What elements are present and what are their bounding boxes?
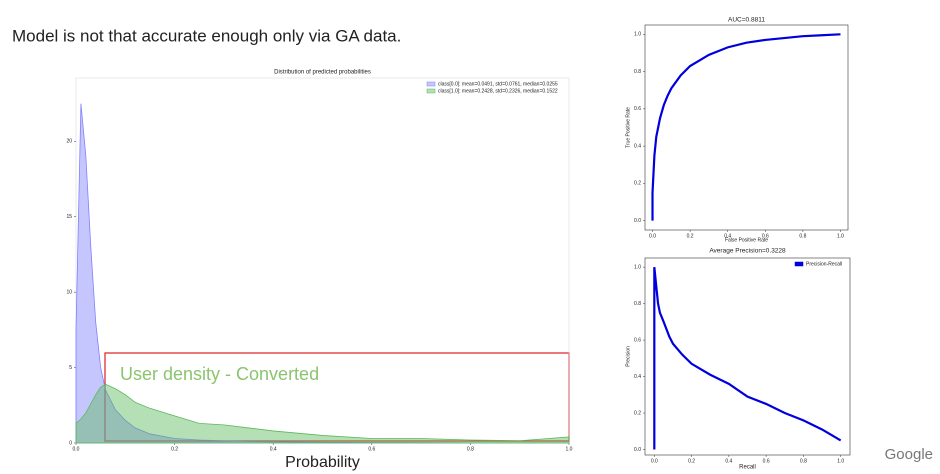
x-tick-label: 0.2: [688, 458, 695, 464]
x-tick-label: 0.8: [800, 458, 807, 464]
y-tick-label: 0: [69, 440, 72, 446]
legend-swatch: [794, 261, 804, 267]
x-tick-label: 1.0: [566, 446, 573, 452]
y-tick-label: 0.2: [634, 410, 641, 416]
plot-frame: [75, 77, 570, 444]
chart-title: Average Precision=0.3228: [709, 248, 786, 255]
y-tick-label: 15: [66, 214, 72, 220]
legend-swatch: [426, 88, 436, 94]
density-area: [75, 383, 570, 444]
x-tick-label: 1.0: [837, 233, 844, 239]
legend-swatch: [426, 81, 436, 87]
y-axis-label: Precision: [625, 346, 631, 367]
y-tick-label: 0.4: [634, 143, 641, 149]
curve-line: [653, 267, 842, 450]
plot-frame: [644, 257, 851, 456]
x-tick-label: 0.4: [270, 446, 277, 452]
y-tick-label: 1.0: [634, 32, 641, 38]
x-tick-label: 0.2: [171, 446, 178, 452]
density-area: [75, 103, 570, 444]
legend-label: class[1.0]: mean=0.2428, std=0.2326, med…: [438, 88, 558, 94]
y-axis-label: True Positive Rate: [625, 107, 631, 148]
x-axis-label: Recall: [739, 465, 756, 471]
annotation: User density - Converted: [120, 364, 319, 384]
x-tick-label: 0.4: [724, 233, 731, 239]
y-tick-label: 0.0: [634, 447, 641, 453]
y-tick-label: 10: [66, 290, 72, 296]
y-tick-label: 0.2: [634, 181, 641, 187]
x-tick-label: 0.6: [763, 458, 770, 464]
y-tick-label: 5: [69, 365, 72, 371]
y-tick-label: 0.8: [634, 301, 641, 307]
logo: Google: [885, 446, 933, 463]
legend-label: Precision-Recall: [806, 261, 842, 267]
x-tick-label: 0.0: [651, 458, 658, 464]
chart-title: AUC=0.8811: [728, 17, 765, 24]
y-tick-label: 1.0: [634, 264, 641, 270]
y-tick-label: 20: [66, 139, 72, 145]
x-tick-label: 0.0: [649, 233, 656, 239]
plot-frame: [644, 24, 849, 231]
x-tick-label: 0.6: [762, 233, 769, 239]
y-tick-label: 0.4: [634, 374, 641, 380]
curve-line: [651, 33, 841, 221]
x-tick-label: 0.4: [725, 458, 732, 464]
x-tick-label: 0.0: [73, 446, 80, 452]
y-tick-label: 0.8: [634, 69, 641, 75]
y-tick-label: 0.0: [634, 218, 641, 224]
chart-title: Distribution of predicted probabilities: [274, 70, 371, 76]
y-tick-label: 0.6: [634, 337, 641, 343]
x-tick-label: 0.2: [687, 233, 694, 239]
legend-label: class[0.0]: mean=0.0491, std=0.0761, med…: [438, 81, 558, 87]
y-tick-label: 0.6: [634, 106, 641, 112]
x-axis-label: False Positive Rate: [725, 237, 768, 243]
x-tick-label: 0.8: [799, 233, 806, 239]
x-tick-label: 0.8: [467, 446, 474, 452]
x-tick-label: 1.0: [837, 458, 844, 464]
x-axis-label: Probability: [285, 454, 360, 471]
x-tick-label: 0.6: [368, 446, 375, 452]
heading: Model is not that accurate enough only v…: [12, 26, 401, 45]
